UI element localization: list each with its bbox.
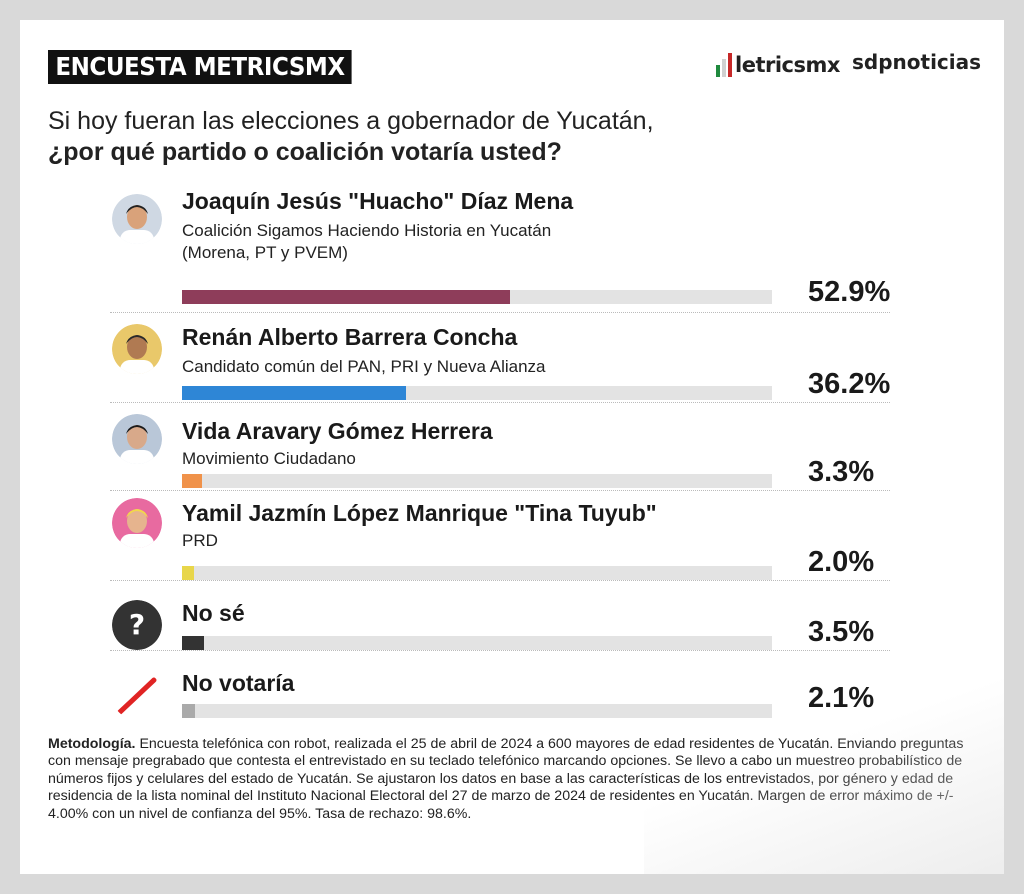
data-label: 3.5% — [808, 616, 875, 648]
bar — [182, 386, 406, 400]
series-name: Vida Aravary Gómez Herrera — [182, 418, 493, 444]
bar — [182, 636, 204, 650]
row-separator — [110, 490, 890, 491]
data-label: 2.0% — [808, 546, 875, 578]
bar-track — [182, 474, 772, 488]
affiliation-line: Coalición Sigamos Haciendo Historia en Y… — [182, 221, 552, 240]
data-label: 36.2% — [808, 368, 891, 400]
question-mark-icon: ? — [112, 600, 162, 650]
candidate-photo-icon — [112, 194, 162, 244]
row-separator — [110, 650, 890, 651]
bar — [182, 290, 510, 304]
series-name: Yamil Jazmín López Manrique "Tina Tuyub" — [182, 500, 657, 526]
svg-text:?: ? — [129, 608, 145, 641]
affiliation-line: Candidato común del PAN, PRI y Nueva Ali… — [182, 357, 546, 376]
data-label: 2.1% — [808, 682, 875, 714]
bar — [182, 704, 195, 718]
series-affiliation: Candidato común del PAN, PRI y Nueva Ali… — [182, 356, 742, 378]
sdpnoticias-logo: sdpnoticias — [852, 50, 982, 74]
poll-badge: ENCUESTA METRICSMX — [48, 50, 353, 84]
series-affiliation: Coalición Sigamos Haciendo Historia en Y… — [182, 220, 742, 264]
series-name: Renán Alberto Barrera Concha — [182, 324, 518, 350]
bar — [182, 474, 202, 488]
row-separator — [110, 580, 890, 581]
candidate-photo-icon — [112, 414, 162, 464]
affiliation-line: PRD — [182, 531, 218, 550]
bar-track — [182, 290, 772, 304]
series-affiliation: Movimiento Ciudadano — [182, 448, 742, 470]
data-label: 52.9% — [808, 276, 891, 308]
question-line-2: ¿por qué partido o coalición votaría ust… — [48, 138, 562, 166]
bar-track — [182, 566, 772, 580]
affiliation-line: (Morena, PT y PVEM) — [182, 243, 348, 262]
candidate-photo-icon — [112, 498, 162, 548]
flag-bars-icon — [716, 53, 732, 77]
poll-question: Si hoy fueran las elecciones a gobernado… — [48, 106, 808, 168]
series-affiliation: PRD — [182, 530, 742, 552]
poll-card: ENCUESTA METRICSMX letricsmx sdpnoticias… — [20, 20, 1004, 874]
methodology-text: Encuesta telefónica con robot, realizada… — [48, 736, 964, 822]
candidate-photo-icon — [112, 324, 162, 374]
row-separator — [110, 402, 890, 403]
series-name: No votaría — [182, 670, 295, 696]
series-name: Joaquín Jesús "Huacho" Díaz Mena — [182, 188, 574, 214]
metricsmx-logo-text: letricsmx — [735, 53, 840, 77]
series-name: No sé — [182, 600, 245, 626]
slash-icon — [112, 670, 162, 720]
affiliation-line: Movimiento Ciudadano — [182, 449, 356, 468]
methodology-label: Metodología. — [48, 736, 136, 752]
bar-track — [182, 386, 772, 400]
metricsmx-logo: letricsmx — [716, 48, 840, 82]
bar-track — [182, 636, 772, 650]
bar — [182, 566, 194, 580]
question-line-1: Si hoy fueran las elecciones a gobernado… — [48, 107, 654, 135]
methodology-note: Metodología. Encuesta telefónica con rob… — [48, 736, 978, 823]
bar-track — [182, 704, 772, 718]
data-label: 3.3% — [808, 456, 875, 488]
row-separator — [110, 312, 890, 313]
